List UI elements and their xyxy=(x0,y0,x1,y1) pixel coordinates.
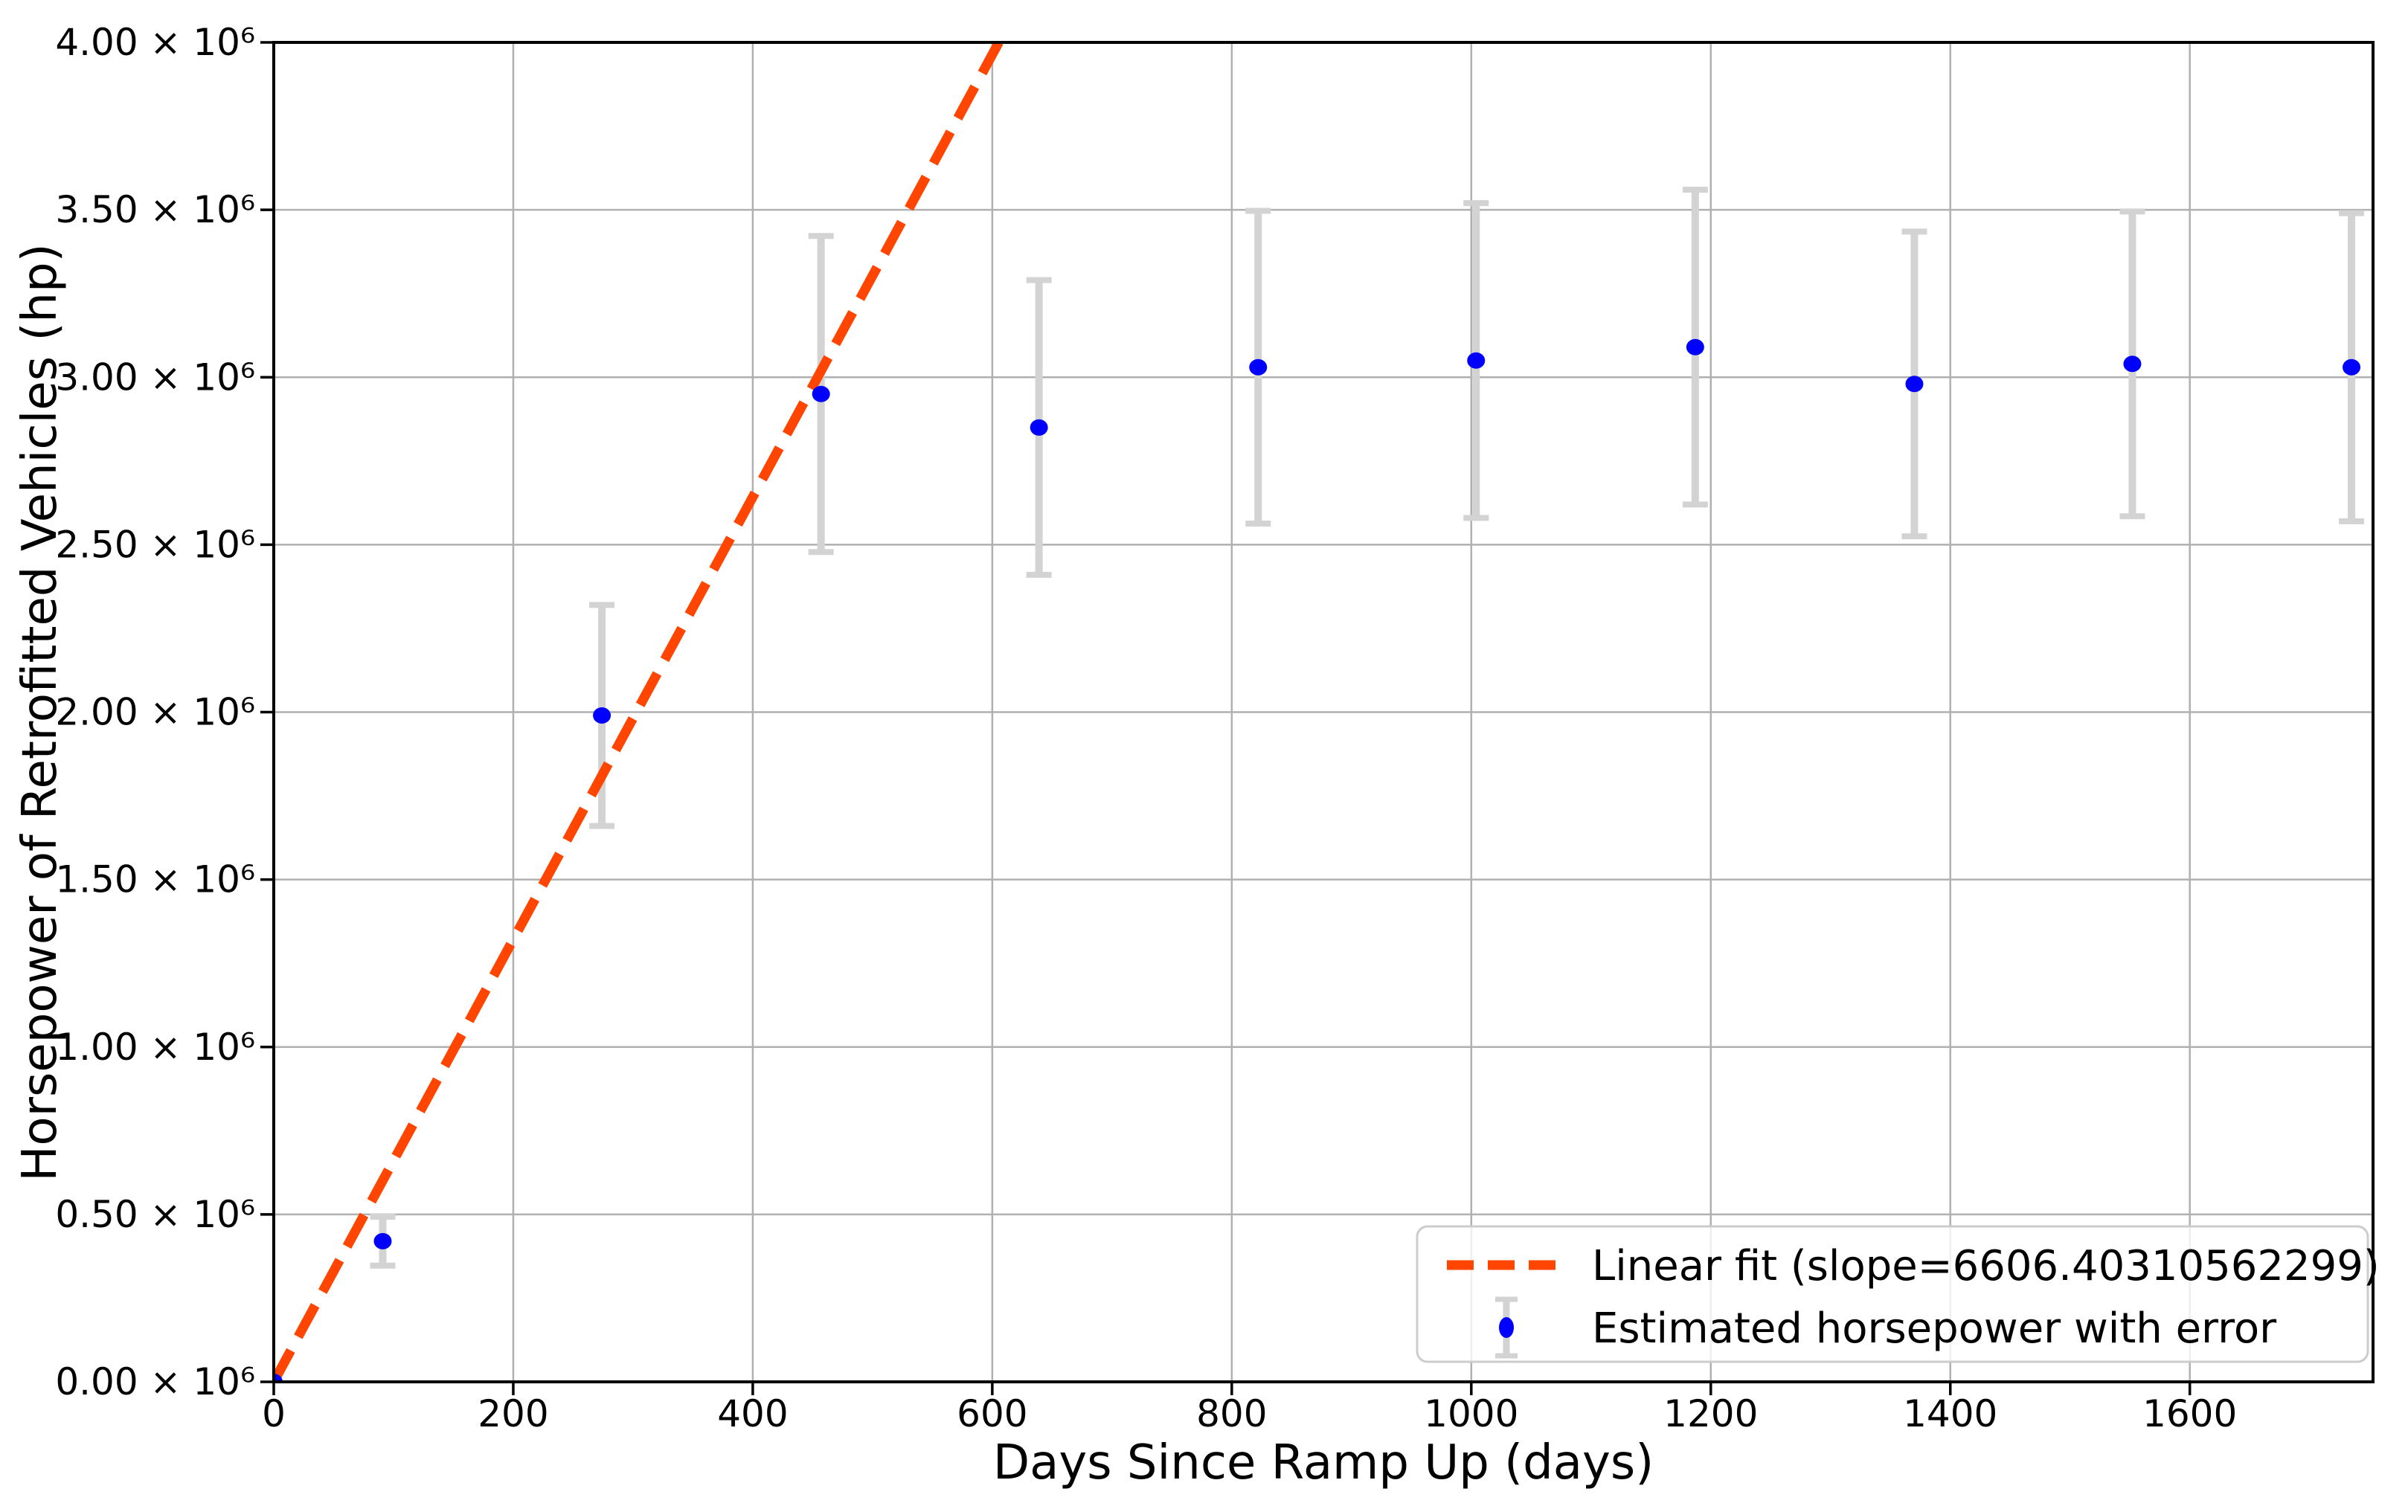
data-point xyxy=(1030,419,1048,436)
data-point xyxy=(812,385,830,402)
y-tick-label: 3.00 × 10⁶ xyxy=(55,356,255,399)
data-point xyxy=(593,707,611,724)
axis-ticks: 0 200 400 600 800 1000 1200 1400 1600 0.00 × 10⁶ 0… xyxy=(55,21,2237,1435)
x-tick-label: 600 xyxy=(957,1392,1027,1435)
legend-errorbar-sample xyxy=(1495,1296,1518,1359)
y-tick-label: 0.50 × 10⁶ xyxy=(55,1193,255,1236)
data-point xyxy=(1686,338,1704,356)
data-point xyxy=(1249,358,1268,376)
y-tick-label: 4.00 × 10⁶ xyxy=(55,21,255,64)
x-tick-label: 1000 xyxy=(1424,1392,1518,1435)
legend-box xyxy=(1416,1225,2369,1363)
plot-data xyxy=(274,42,2365,1382)
legend-label-points: Estimated horsepower with error xyxy=(1592,1304,2277,1353)
data-point xyxy=(274,1374,283,1382)
y-tick-label: 3.50 × 10⁶ xyxy=(55,188,255,231)
x-axis-label: Days Since Ramp Up (days) xyxy=(993,1435,1654,1490)
x-tick-label: 200 xyxy=(478,1392,548,1435)
y-tick-label: 2.50 × 10⁶ xyxy=(55,523,255,566)
x-tick-label: 1200 xyxy=(1663,1392,1758,1435)
y-tick-label: 1.00 × 10⁶ xyxy=(55,1026,255,1069)
legend: Linear fit (slope=6606.40310562299) Esti… xyxy=(1416,1225,2380,1363)
legend-label-fit: Linear fit (slope=6606.40310562299) xyxy=(1592,1242,2380,1290)
x-tick-label: 1600 xyxy=(2142,1392,2237,1435)
grid xyxy=(272,41,2373,1383)
data-point xyxy=(2123,356,2142,373)
x-tick-label: 400 xyxy=(717,1392,788,1435)
y-tick-label: 1.50 × 10⁶ xyxy=(55,858,255,901)
x-tick-label: 0 xyxy=(262,1392,286,1435)
y-axis-label: Horsepower of Retrofitted Vehicles (hp) xyxy=(13,243,68,1181)
x-tick-label: 1400 xyxy=(1903,1392,1997,1435)
data-point xyxy=(373,1232,392,1249)
data-point xyxy=(2343,358,2361,376)
y-tick-label: 0.00 × 10⁶ xyxy=(55,1360,255,1403)
data-point xyxy=(1905,376,1924,393)
data-point xyxy=(1467,352,1486,369)
y-tick-label: 2.00 × 10⁶ xyxy=(55,691,255,734)
x-tick-label: 800 xyxy=(1196,1392,1267,1435)
